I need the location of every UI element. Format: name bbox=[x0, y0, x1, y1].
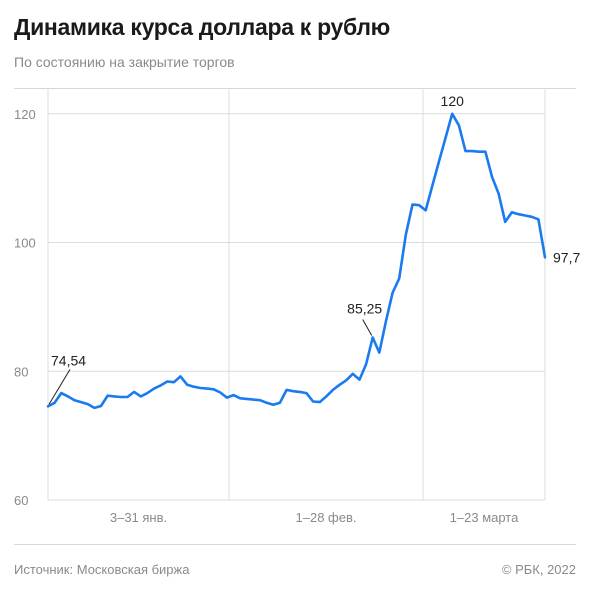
x-period-label-0: 3–31 янв. bbox=[110, 510, 167, 525]
period-separators bbox=[47, 88, 546, 500]
bottom-divider bbox=[14, 544, 576, 545]
y-tick-label-80: 80 bbox=[14, 364, 28, 379]
x-axis-period-labels: 3–31 янв. 1–28 фев. 1–23 марта bbox=[110, 510, 519, 525]
annotation-end-label: 97,7 bbox=[553, 249, 580, 265]
chart-subtitle: По состоянию на закрытие торгов bbox=[14, 54, 235, 70]
usd-rub-series-line bbox=[46, 112, 547, 410]
horizontal-gridlines bbox=[48, 113, 545, 501]
annotation-mid-label: 85,25 bbox=[347, 300, 382, 316]
annotation-leader-mid bbox=[362, 319, 373, 336]
source-note: Источник: Московская биржа bbox=[14, 562, 190, 577]
x-period-label-1: 1–28 фев. bbox=[296, 510, 357, 525]
copyright-note: © РБК, 2022 bbox=[501, 562, 576, 577]
annotation-leader-start bbox=[48, 369, 71, 405]
top-divider bbox=[14, 88, 576, 89]
x-period-label-2: 1–23 марта bbox=[450, 510, 519, 525]
y-axis-tick-labels: 60 80 100 120 bbox=[14, 107, 36, 508]
annotation-peak-label: 120 bbox=[441, 93, 465, 109]
chart-title: Динамика курса доллара к рублю bbox=[14, 14, 391, 40]
annotation-start-label: 74,54 bbox=[51, 352, 86, 368]
y-tick-label-120: 120 bbox=[14, 107, 36, 122]
y-tick-label-100: 100 bbox=[14, 236, 36, 251]
y-tick-label-60: 60 bbox=[14, 493, 28, 508]
annotations: 74,54 85,25 120 97,7 bbox=[48, 93, 580, 405]
